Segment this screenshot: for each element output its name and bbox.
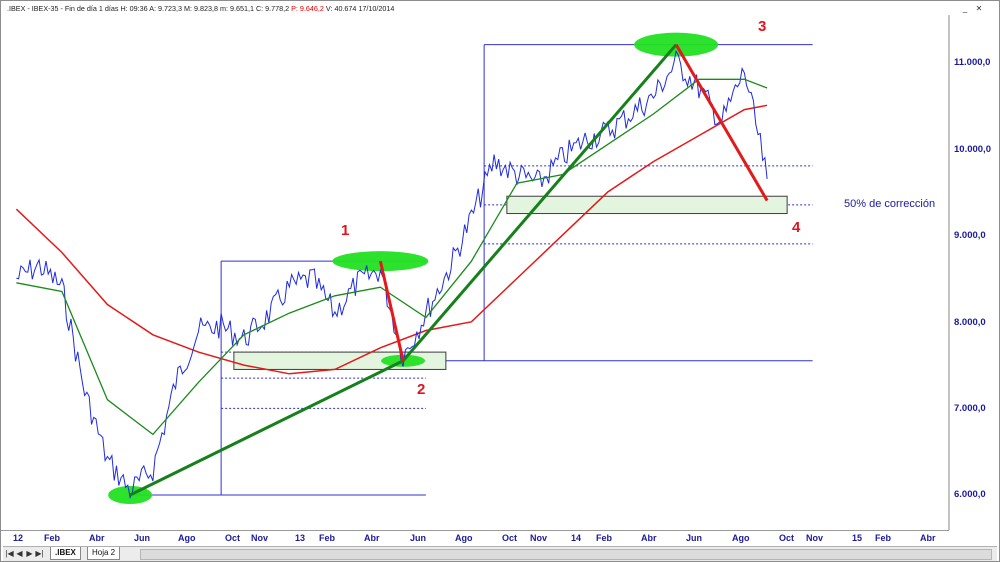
trend-line [378,260,405,362]
x-tick: 15 [852,533,863,543]
tab-hoja-2[interactable]: Hoja 2 [87,547,121,560]
trend-line [401,43,678,362]
x-tick: Ago [178,533,196,543]
x-tick: Jun [410,533,427,543]
title-date: 17/10/2014 [358,4,395,13]
title-volume: V: 40.674 [325,4,357,13]
title-last-price: P: 9.646,2 [291,4,324,13]
ma-long-layer [15,104,768,375]
x-tick: Oct [225,533,241,543]
close-button[interactable]: ✕ [975,4,983,13]
x-tick: Oct [779,533,795,543]
nav-first-button[interactable]: |◀ [5,549,14,558]
y-tick-9000: 9.000,0 [954,230,986,241]
window-title-bar: .IBEX - IBEX-35 - Fin de día 1 días H: 0… [3,3,997,15]
nav-next-button[interactable]: ▶ [26,549,33,558]
x-tick: Ago [455,533,473,543]
x-tick: Jun [134,533,151,543]
range-boxes [130,44,813,496]
minimize-button[interactable]: _ [962,4,968,13]
x-tick: Nov [530,533,548,543]
x-tick: Nov [251,533,269,543]
ma-short-layer [16,78,768,436]
horizontal-scrollbar[interactable] [140,549,992,560]
sheet-tab-bar: |◀ ◀ ▶ ▶| .IBEX Hoja 2 [3,546,997,561]
trend-line [129,359,404,497]
title-instrument: .IBEX - IBEX-35 - Fin de día 1 días [7,4,119,13]
x-tick: Jun [686,533,703,543]
x-tick: Abr [89,533,105,543]
correction-zones [233,195,788,370]
x-tick: Nov [806,533,824,543]
y-tick-11000: 11.000,0 [954,57,991,68]
y-tick-10000: 10.000,0 [954,144,991,155]
x-tick: 13 [295,533,306,543]
x-tick: Feb [596,533,613,543]
pivot-label-2: 2 [417,381,426,398]
pivot-label-3: 3 [758,18,767,35]
title-low: m: 9.651,1 [220,4,254,13]
trend-lines [129,43,769,497]
x-tick: Ago [732,533,750,543]
x-tick: 14 [571,533,582,543]
trend-line [674,43,769,202]
title-hour: H: 09:36 [120,4,148,13]
x-axis: 12 Feb Abr Jun Ago Oct Nov 13 Feb Abr Ju… [1,530,949,547]
x-tick: Feb [875,533,892,543]
price-line [16,49,768,500]
x-tick: 12 [13,533,24,543]
nav-prev-button[interactable]: ◀ [16,549,23,558]
title-close: C: 9.778,2 [255,4,290,13]
ma-short-line [16,78,768,436]
x-tick: Abr [920,533,936,543]
x-tick: Oct [502,533,518,543]
title-high: M: 9.823,8 [184,4,218,13]
y-tick-6000: 6.000,0 [954,489,986,500]
y-tick-8000: 8.000,0 [954,317,986,328]
price-layer [16,49,768,500]
pivot-label-1: 1 [341,222,350,239]
pivot-label-4: 4 [792,219,801,236]
correction-label: 50% de corrección [844,198,936,210]
y-tick-7000: 7.000,0 [954,403,986,414]
window-title: .IBEX - IBEX-35 - Fin de día 1 días H: 0… [7,3,394,15]
ma-long-line [15,104,768,375]
x-tick: Feb [319,533,336,543]
nav-last-button[interactable]: ▶| [35,549,44,558]
title-open: A: 9.723,3 [149,4,183,13]
x-tick: Feb [44,533,61,543]
x-tick: Abr [364,533,380,543]
x-tick: Abr [641,533,657,543]
tab-ibex[interactable]: .IBEX [50,547,81,560]
price-chart[interactable] [1,1,1000,546]
correction-zone [506,195,788,215]
